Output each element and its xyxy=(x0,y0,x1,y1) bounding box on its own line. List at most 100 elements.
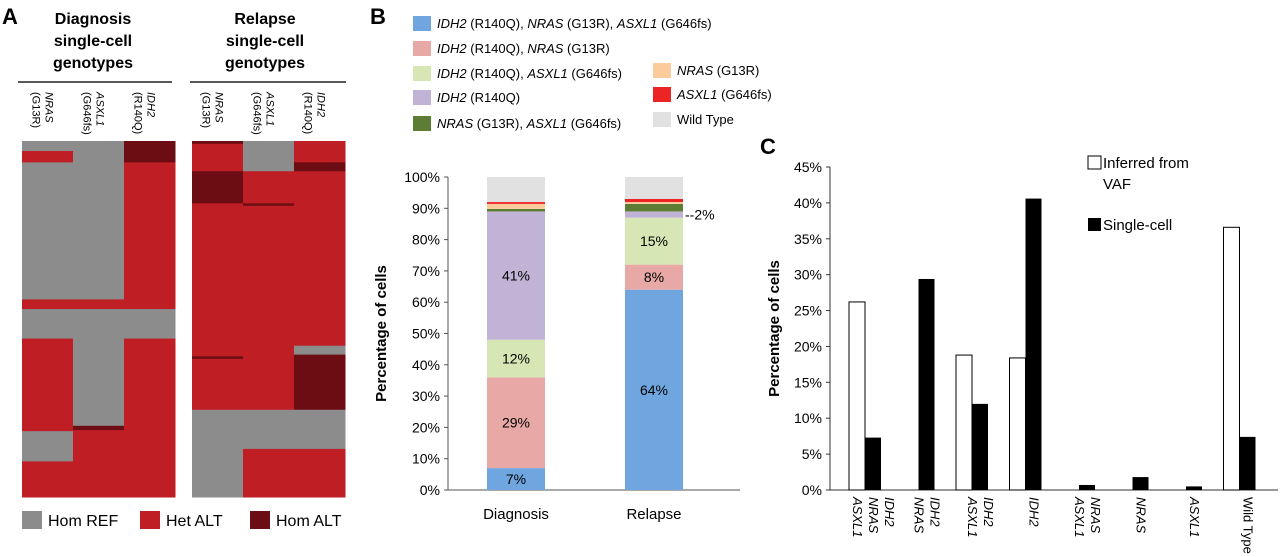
legend-label: VAF xyxy=(1103,176,1131,193)
column-label: IDH2(R140Q) xyxy=(302,92,327,134)
relapse-heatmap-cell xyxy=(243,448,295,498)
legend-swatch xyxy=(653,63,671,78)
legend-label: NRAS (G13R), ASXL1 (G646fs) xyxy=(437,116,621,131)
diagnosis-heatmap-cell xyxy=(73,141,125,300)
y-tick-label: 50% xyxy=(412,326,440,342)
legend-label: IDH2 (R140Q), NRAS (G13R), ASXL1 (G646fs… xyxy=(437,16,712,31)
bar-segment xyxy=(625,203,683,212)
legend-label: Hom REF xyxy=(48,513,118,530)
panel-c: C Percentage of cells 0% 5% 10% 15% 20% 25% 30% 3… xyxy=(760,134,1278,554)
bar-single-cell xyxy=(1079,484,1095,490)
y-tick-label: 20% xyxy=(794,338,822,354)
legend-label: NRAS (G13R) xyxy=(677,63,759,78)
y-tick-label: 25% xyxy=(794,303,822,319)
column-label: ASXL1(G646fs) xyxy=(251,91,276,135)
diagnosis-heatmap-cell xyxy=(124,338,176,498)
relapse-heatmap-cell xyxy=(294,448,346,498)
relapse-heatmap-cell xyxy=(192,203,244,357)
bar-single-cell xyxy=(1239,436,1256,490)
bar-inferred xyxy=(848,301,866,491)
diagnosis-heatmap-cell xyxy=(22,141,74,152)
panel-letter-a: A xyxy=(2,4,18,29)
bar-segment xyxy=(487,208,545,212)
x-tick-label: Relapse xyxy=(626,506,681,523)
diagnosis-heatmap-cell xyxy=(124,141,176,163)
legend-swatch xyxy=(1088,218,1101,231)
diagnosis-heatmap-cell xyxy=(22,309,74,340)
legend-swatch xyxy=(413,41,431,56)
x-tick-label: IDH2 xyxy=(1027,497,1042,527)
diagnosis-heatmap-cell xyxy=(73,430,125,498)
relapse-heatmap-cell xyxy=(243,203,295,207)
y-axis-title: Percentage of cells xyxy=(373,265,390,402)
bar-inferred xyxy=(1223,226,1240,491)
diagnosis-heatmap-cell xyxy=(22,162,74,300)
y-tick-label: 45% xyxy=(794,159,822,175)
y-axis-title: Percentage of cells xyxy=(766,260,783,397)
legend-swatch xyxy=(140,511,160,529)
panel-letter-b: B xyxy=(370,4,386,29)
diagnosis-heatmap-cell xyxy=(22,150,74,163)
relapse-heatmap-cell xyxy=(294,409,346,450)
bar-single-cell xyxy=(1186,486,1202,490)
diagnosis-header-line: Diagnosis xyxy=(55,11,132,28)
legend-label: Hom ALT xyxy=(276,513,342,530)
bar-segment xyxy=(487,339,545,378)
relapse-header-line: Relapse xyxy=(234,11,295,28)
y-tick-label: 0% xyxy=(802,482,822,498)
bar-single-cell xyxy=(1025,198,1042,491)
y-tick-label: 70% xyxy=(412,263,440,279)
legend-swatch xyxy=(1087,155,1102,170)
y-tick-label: 20% xyxy=(412,419,440,435)
y-tick-label: 60% xyxy=(412,294,440,310)
column-label: NRAS(G13R) xyxy=(30,92,55,128)
x-tick-label: NRAS xyxy=(1088,497,1103,533)
legend-swatch xyxy=(413,90,431,105)
bar-single-cell xyxy=(972,403,988,490)
relapse-heatmap-cell xyxy=(243,141,295,172)
legend-label: Inferred from xyxy=(1103,155,1189,172)
relapse-heatmap-cell xyxy=(192,143,244,172)
legend-swatch xyxy=(413,116,431,131)
legend-swatch xyxy=(22,511,42,529)
relapse-heatmap-cell xyxy=(294,354,346,411)
legend-label: Wild Type xyxy=(677,112,734,127)
legend-label: ASXL1 (G646fs) xyxy=(676,87,772,102)
relapse-heatmap-cell xyxy=(243,171,295,204)
data-label: 12% xyxy=(502,351,530,367)
bar-segment xyxy=(625,289,683,490)
diagnosis-header-line: single-cell xyxy=(54,33,132,50)
data-label: 29% xyxy=(502,415,530,431)
bar-segment xyxy=(625,198,683,203)
legend-swatch xyxy=(653,112,671,127)
bar-single-cell xyxy=(1132,477,1149,490)
y-tick-label: 10% xyxy=(412,451,440,467)
x-tick-label: IDH2 xyxy=(981,497,996,527)
relapse-heatmap-cell xyxy=(192,141,244,145)
legend-swatch xyxy=(413,66,431,81)
legend-label: IDH2 (R140Q), ASXL1 (G646fs) xyxy=(437,66,622,81)
x-tick-label: NRAS xyxy=(866,497,881,533)
relapse-heatmap-cell xyxy=(243,205,295,411)
x-tick-label: IDH2 xyxy=(928,497,943,527)
x-tick-label: NRAS xyxy=(912,497,927,533)
annotation-label: --2% xyxy=(685,207,715,223)
bar-segment xyxy=(487,202,545,204)
x-tick-label: IDH2 xyxy=(882,497,897,527)
relapse-header-line: single-cell xyxy=(226,33,304,50)
column-label: IDH2(R140Q) xyxy=(132,92,157,134)
diagnosis-heatmap-cell xyxy=(22,338,74,432)
bar-segment xyxy=(487,177,545,203)
diagnosis-heatmap-cell xyxy=(73,338,125,427)
bar-segment xyxy=(487,211,545,340)
data-label: 15% xyxy=(640,233,668,249)
data-label: 64% xyxy=(640,382,668,398)
legend-label: IDH2 (R140Q) xyxy=(437,90,520,105)
x-tick-label: Diagnosis xyxy=(483,506,549,523)
bar-segment xyxy=(625,217,683,265)
legend-swatch xyxy=(413,16,431,31)
data-label: 8% xyxy=(644,269,664,285)
bar-segment xyxy=(625,264,683,290)
legend-swatch xyxy=(653,87,671,102)
bar-single-cell xyxy=(918,278,935,490)
